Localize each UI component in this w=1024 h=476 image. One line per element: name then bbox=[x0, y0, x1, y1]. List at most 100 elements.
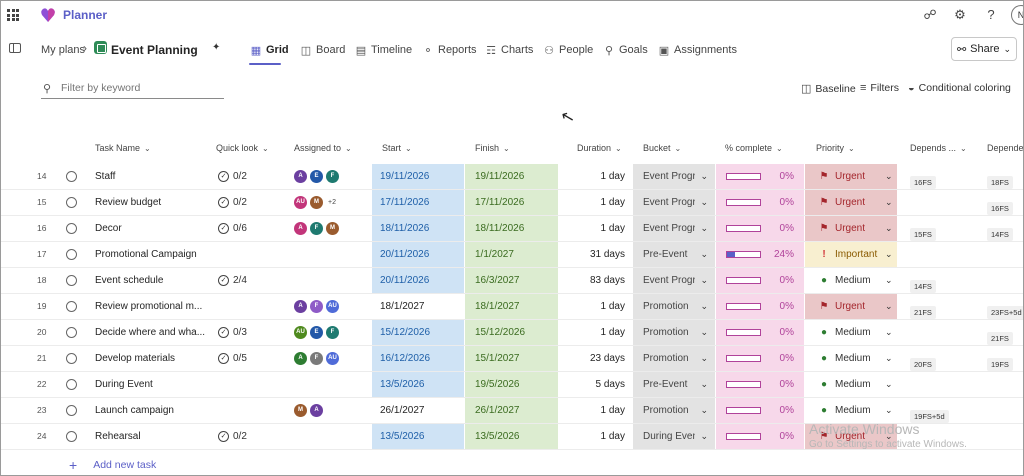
dependents-cell[interactable]: 21FS bbox=[987, 320, 1023, 345]
dependents-cell[interactable] bbox=[987, 242, 1023, 267]
assignee-avatar[interactable]: F bbox=[310, 222, 323, 235]
duration[interactable]: 1 day bbox=[600, 197, 625, 208]
task-name[interactable]: Develop materials bbox=[95, 353, 176, 364]
start-date[interactable]: 18/1/2027 bbox=[372, 294, 464, 319]
dependency-tag[interactable]: 19FS+5d bbox=[910, 410, 949, 423]
bucket-select[interactable]: Event Progress⌄ bbox=[633, 268, 715, 293]
tab-charts[interactable]: ☶ Charts bbox=[486, 44, 534, 57]
quick-look[interactable] bbox=[218, 242, 278, 267]
assignee-avatar[interactable]: E bbox=[310, 170, 323, 183]
start-date[interactable]: 16/12/2026 bbox=[372, 346, 464, 371]
bucket-select[interactable]: Pre-Event ⌄ bbox=[633, 372, 715, 397]
depends-on-cell[interactable] bbox=[910, 320, 980, 345]
bucket-select[interactable]: Event Progress⌄ bbox=[633, 216, 715, 241]
complete-task-checkbox[interactable] bbox=[66, 353, 77, 364]
finish-date[interactable]: 18/11/2026 bbox=[465, 216, 558, 241]
percent-complete[interactable]: 0% bbox=[716, 216, 804, 241]
assigned-to-cell[interactable] bbox=[294, 372, 364, 397]
settings-gear-icon[interactable]: ⚙ bbox=[954, 7, 966, 22]
table-row[interactable]: 17 Promotional Campaign 20/11/2026 1/1/2027… bbox=[1, 242, 1023, 268]
tab-grid[interactable]: ▦ Grid bbox=[250, 44, 289, 57]
tab-people[interactable]: ⚇ People bbox=[544, 44, 594, 57]
quick-look[interactable]: ✓ 0/2 bbox=[218, 424, 278, 449]
assignee-avatar[interactable]: F bbox=[326, 170, 339, 183]
priority-select[interactable]: ⚑ Urgent ⌄ bbox=[805, 294, 897, 319]
bucket-select[interactable]: Promotion ⌄ bbox=[633, 398, 715, 423]
col-quick-look[interactable]: Quick look ⌄ bbox=[216, 143, 269, 153]
dependents-cell[interactable] bbox=[987, 268, 1023, 293]
assigned-to-cell[interactable]: AU M +2 bbox=[294, 190, 364, 215]
assignee-avatar[interactable]: M bbox=[326, 222, 339, 235]
assigned-to-cell[interactable]: A F AU bbox=[294, 294, 364, 319]
bucket-select[interactable]: Event Progress⌄ bbox=[633, 190, 715, 215]
complete-task-checkbox[interactable] bbox=[66, 301, 77, 312]
priority-select[interactable]: ⚑ Urgent ⌄ bbox=[805, 424, 897, 449]
more-assignees[interactable]: +2 bbox=[328, 199, 336, 206]
assignee-avatar[interactable]: AU bbox=[294, 326, 307, 339]
percent-complete[interactable]: 24% bbox=[716, 242, 804, 267]
assignee-avatar[interactable]: A bbox=[294, 170, 307, 183]
task-name[interactable]: Review promotional m... bbox=[95, 301, 203, 312]
task-name[interactable]: During Event bbox=[95, 379, 153, 390]
dependent-tag[interactable]: 18FS bbox=[987, 176, 1013, 189]
finish-date[interactable]: 16/3/2027 bbox=[465, 268, 558, 293]
finish-date[interactable]: 18/1/2027 bbox=[465, 294, 558, 319]
dependency-tag[interactable]: 15FS bbox=[910, 228, 936, 241]
finish-date[interactable]: 19/5/2026 bbox=[465, 372, 558, 397]
assignee-avatar[interactable]: F bbox=[310, 352, 323, 365]
complete-task-checkbox[interactable] bbox=[66, 405, 77, 416]
finish-date[interactable]: 26/1/2027 bbox=[465, 398, 558, 423]
assignee-avatar[interactable]: M bbox=[310, 196, 323, 209]
percent-complete[interactable]: 0% bbox=[716, 424, 804, 449]
complete-task-checkbox[interactable] bbox=[66, 379, 77, 390]
chevron-down-icon[interactable]: ⌄ bbox=[191, 42, 200, 53]
dependents-cell[interactable]: 19FS bbox=[987, 346, 1023, 371]
depends-on-cell[interactable]: 16FS bbox=[910, 164, 980, 189]
priority-select[interactable]: ⚑ Urgent ⌄ bbox=[805, 164, 897, 189]
dependents-cell[interactable]: 16FS bbox=[987, 190, 1023, 215]
duration[interactable]: 83 days bbox=[589, 275, 625, 286]
dependency-tag[interactable]: 14FS bbox=[910, 280, 936, 293]
duration[interactable]: 5 days bbox=[595, 379, 625, 390]
table-row[interactable]: 22 During Event 13/5/2026 19/5/2026 5 days Pr… bbox=[1, 372, 1023, 398]
complete-task-checkbox[interactable] bbox=[66, 431, 77, 442]
assignee-avatar[interactable]: A bbox=[294, 222, 307, 235]
task-name[interactable]: Event schedule bbox=[95, 275, 164, 286]
start-date[interactable]: 17/11/2026 bbox=[372, 190, 464, 215]
assigned-to-cell[interactable] bbox=[294, 268, 364, 293]
org-icon[interactable]: ☍ bbox=[923, 7, 937, 22]
duration[interactable]: 1 day bbox=[600, 301, 625, 312]
depends-on-cell[interactable]: 19FS+5d bbox=[910, 398, 980, 423]
percent-complete[interactable]: 0% bbox=[716, 268, 804, 293]
share-button[interactable]: ⚯ Share ⌄ bbox=[951, 37, 1017, 61]
table-row[interactable]: 20 Decide where and wha... ✓ 0/3 AU E F 15/12/2… bbox=[1, 320, 1023, 346]
complete-task-checkbox[interactable] bbox=[66, 249, 77, 260]
task-name[interactable]: Decor bbox=[95, 223, 122, 234]
add-new-task-button[interactable]: + Add new task bbox=[69, 457, 157, 473]
quick-look[interactable]: ✓ 0/2 bbox=[218, 190, 278, 215]
priority-select[interactable]: ! Important ⌄ bbox=[805, 242, 897, 267]
dependents-cell[interactable]: 14FS bbox=[987, 216, 1023, 241]
table-row[interactable]: 18 Event schedule ✓ 2/4 20/11/2026 16/3/2027 8… bbox=[1, 268, 1023, 294]
col-task-name[interactable]: Task Name ⌄ bbox=[95, 143, 151, 153]
complete-task-checkbox[interactable] bbox=[66, 327, 77, 338]
table-row[interactable]: 24 Rehearsal ✓ 0/2 13/5/2026 13/5/2026 1 day Du… bbox=[1, 424, 1023, 450]
bucket-select[interactable]: Promotion ⌄ bbox=[633, 320, 715, 345]
percent-complete[interactable]: 0% bbox=[716, 164, 804, 189]
table-row[interactable]: 16 Decor ✓ 0/6 A F M 18/11/2026 18/11/2026 1 day E… bbox=[1, 216, 1023, 242]
assignee-avatar[interactable]: A bbox=[294, 352, 307, 365]
assignee-avatar[interactable]: M bbox=[294, 404, 307, 417]
finish-date[interactable]: 19/11/2026 bbox=[465, 164, 558, 189]
user-avatar[interactable]: N bbox=[1011, 5, 1023, 25]
toggle-sidebar-icon[interactable] bbox=[9, 43, 21, 53]
depends-on-cell[interactable]: 20FS bbox=[910, 346, 980, 371]
col-bucket[interactable]: Bucket ⌄ bbox=[643, 143, 682, 153]
duration[interactable]: 31 days bbox=[589, 249, 625, 260]
task-name[interactable]: Decide where and wha... bbox=[95, 327, 205, 338]
baseline-button[interactable]: ◫ Baseline bbox=[801, 82, 856, 96]
filter-input[interactable] bbox=[61, 81, 221, 95]
assignee-avatar[interactable]: AU bbox=[326, 352, 339, 365]
app-launcher-icon[interactable] bbox=[7, 9, 19, 21]
